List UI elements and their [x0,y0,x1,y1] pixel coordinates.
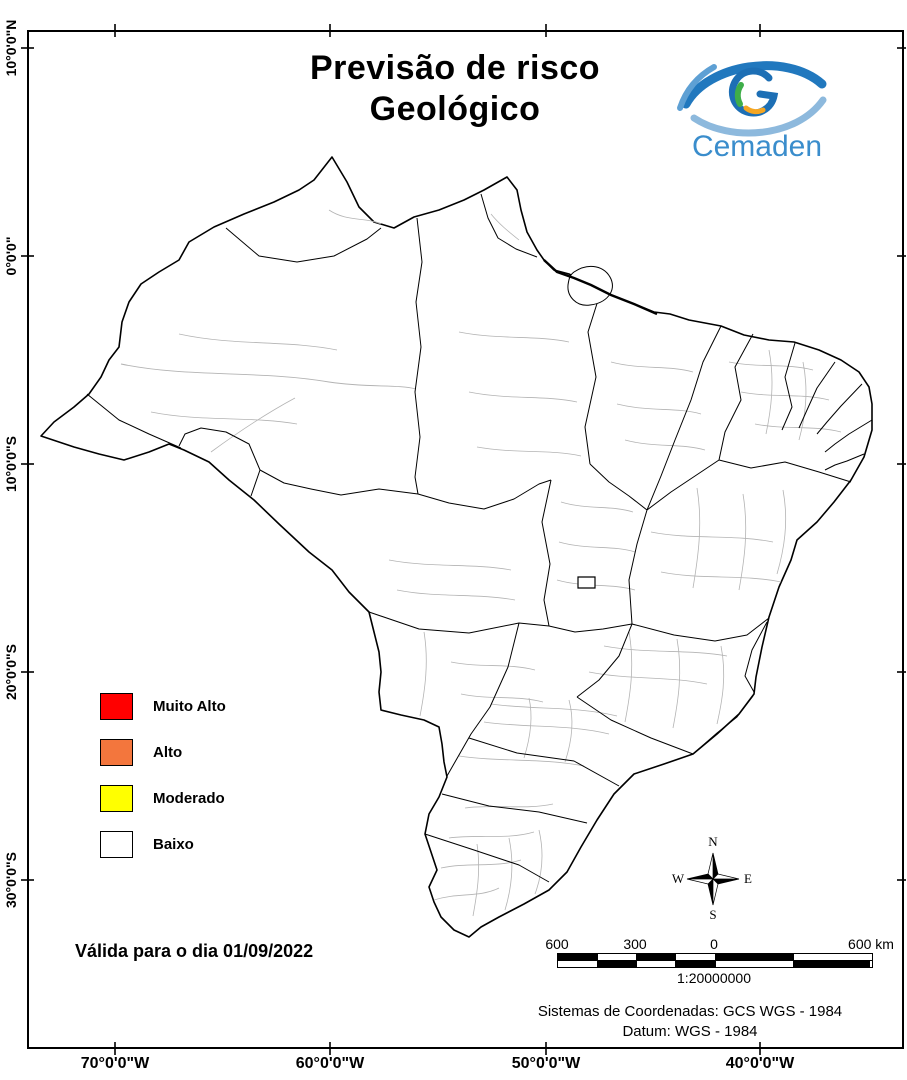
compass-e-label: E [744,871,752,886]
scale-label-300: 300 [623,936,647,952]
compass-s-label: S [709,907,716,922]
moderado-label: Moderado [153,789,225,807]
scale-label-600-km: 600 km [848,936,894,952]
risk-legend: Muito Alto Alto Moderado Baixo [100,692,226,876]
cemaden-eye-icon [677,61,827,137]
lon-tick-label: 70°0'0"W [80,1055,150,1072]
compass-n-label: N [708,834,718,849]
lat-tick-label: 10°0'0"S [3,435,19,493]
state-borders [86,193,873,883]
map-title-line1: Previsão de risco [309,49,601,87]
map-title: Previsão de risco Geológico [230,48,680,130]
baixo-label: Baixo [153,835,194,853]
baixo-swatch [100,830,133,858]
muito-alto-label: Muito Alto [153,697,226,715]
scale-bar-graphic [557,953,873,968]
map-frame [27,30,904,1049]
muito-alto-swatch [100,692,133,720]
legend-item-muito-alto: Muito Alto [100,692,226,720]
lon-tick-label: 60°0'0"W [295,1055,365,1072]
north-coast-detail [543,259,658,316]
scale-label-0: 0 [710,936,718,952]
municipal-borders [150,209,842,917]
crs-line2: Datum: WGS - 1984 [622,1023,758,1040]
scale-bar: 600 300 0 600 km 1:20000000 [545,936,894,986]
moderado-swatch [100,784,133,812]
crs-line1: Sistemas de Coordenadas: GCS WGS - 1984 [537,1003,843,1020]
federal-district [577,576,596,589]
validity-text: Válida para o dia 01/09/2022 [75,941,314,961]
lat-tick-label: 20°0'0"S [3,643,19,701]
lat-tick-label: 10°0'0"N [3,19,19,77]
compass-rose: N E S W [672,834,752,922]
lat-tick-label: 0°0'0" [3,236,19,276]
alto-label: Alto [153,743,183,761]
crs-note: Sistemas de Coordenadas: GCS WGS - 1984 … [480,1002,900,1042]
cemaden-logo: Cemaden [677,61,827,163]
amazon-river [120,363,417,390]
brazil-map [40,156,873,938]
lat-tick-label: 30°0'0"S [3,851,19,909]
scale-label-600-left: 600 [545,936,569,952]
cemaden-wordmark: Cemaden [692,130,822,163]
scale-ratio: 1:20000000 [677,970,751,986]
lon-tick-label: 50°0'0"W [511,1055,581,1072]
alto-swatch [100,738,133,766]
lon-tick-label: 40°0'0"W [725,1055,795,1072]
legend-item-alto: Alto [100,738,226,766]
legend-item-moderado: Moderado [100,784,226,812]
legend-item-baixo: Baixo [100,830,226,858]
north-arrow-icon [686,852,740,906]
compass-w-label: W [672,871,685,886]
map-title-line2: Geológico [369,90,541,128]
